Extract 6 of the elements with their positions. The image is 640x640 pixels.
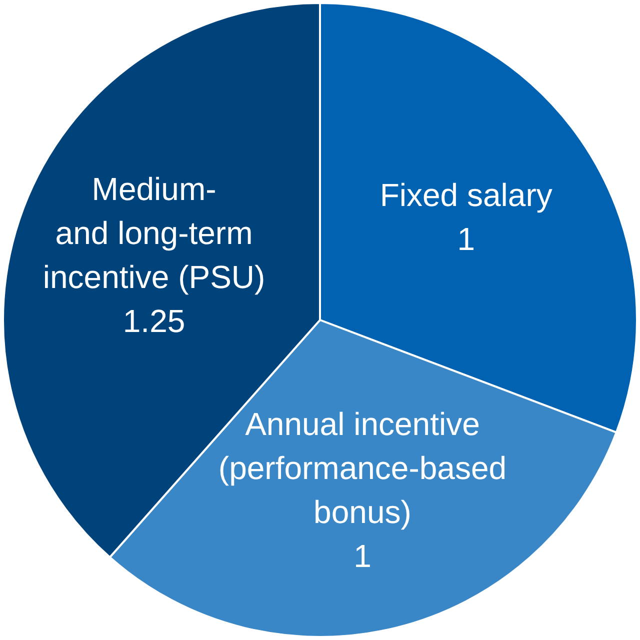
data-label: 1 [457,220,475,257]
data-label: 1.25 [122,302,186,339]
slice-label: Fixed salary [380,176,552,213]
slice-label: Medium- and long-term incentive (PSU) [42,170,266,295]
slice-label: Annual incentive (performance-based bonus) [218,406,507,530]
data-label: 1 [354,538,372,574]
